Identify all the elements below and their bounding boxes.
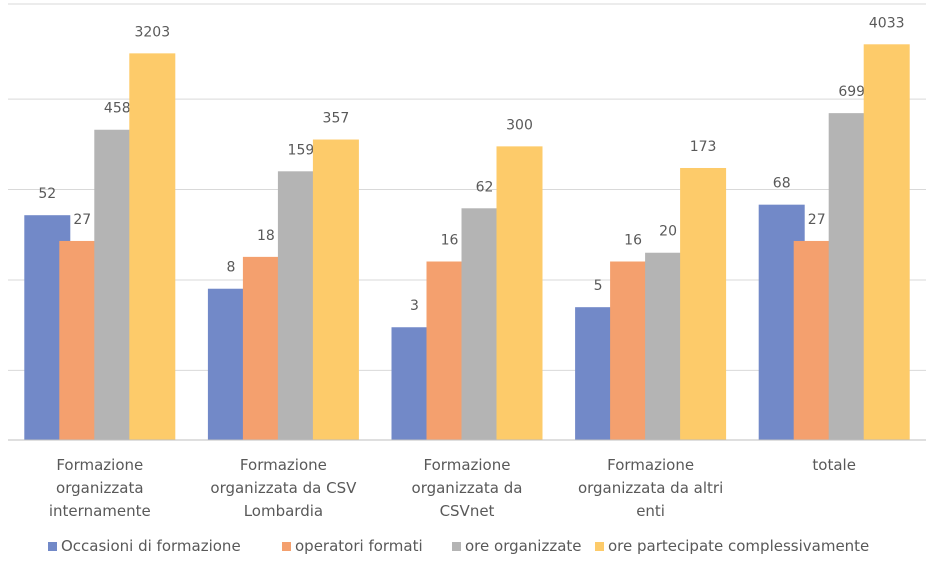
category-label: organizzata da CSV — [210, 479, 357, 497]
bar-4-2 — [312, 139, 359, 440]
data-label: 18 — [257, 228, 275, 244]
category-label: totale — [812, 456, 856, 474]
data-label: 68 — [773, 176, 791, 192]
data-label: 3203 — [134, 24, 170, 40]
bar-4-4 — [680, 167, 727, 441]
data-label: 300 — [506, 117, 533, 133]
data-label: 357 — [323, 111, 350, 127]
legend-label: ore partecipate complessivamente — [608, 537, 869, 555]
category-label: Lombardia — [244, 502, 323, 520]
category-label: Formazione — [240, 456, 327, 474]
category-label: organizzata da — [412, 479, 523, 497]
category-label: Formazione — [607, 456, 694, 474]
category-label: internamente — [49, 502, 151, 520]
data-label: 52 — [38, 186, 56, 202]
category-label: Formazione — [56, 456, 143, 474]
legend-swatch — [48, 542, 57, 551]
data-label: 173 — [690, 139, 717, 155]
data-label: 3 — [410, 298, 419, 314]
data-label: 159 — [288, 142, 315, 158]
legend-swatch — [282, 542, 291, 551]
data-label: 458 — [104, 101, 131, 117]
category-label: organizzata — [56, 479, 143, 497]
data-label: 5 — [594, 278, 603, 294]
legend-label: operatori formati — [295, 537, 423, 555]
data-label: 27 — [73, 212, 91, 228]
category-label: CSVnet — [440, 502, 495, 520]
data-label: 16 — [624, 232, 642, 248]
legend-label: ore organizzate — [465, 537, 582, 555]
bar-4-5 — [863, 44, 910, 440]
data-label: 16 — [441, 232, 459, 248]
category-label: enti — [636, 502, 665, 520]
legend-swatch — [452, 542, 461, 551]
data-label: 27 — [808, 212, 826, 228]
category-label: Formazione — [424, 456, 511, 474]
data-label: 8 — [226, 260, 235, 276]
bar-4-3 — [496, 146, 543, 440]
data-label: 699 — [838, 84, 865, 100]
legend-label: Occasioni di formazione — [61, 537, 241, 555]
data-label: 4033 — [869, 15, 905, 31]
legend-swatch — [595, 542, 604, 551]
data-label: 62 — [476, 179, 494, 195]
data-label: 20 — [659, 224, 677, 240]
category-label: organizzata da altri — [578, 479, 723, 497]
bar-4-1 — [129, 53, 176, 440]
